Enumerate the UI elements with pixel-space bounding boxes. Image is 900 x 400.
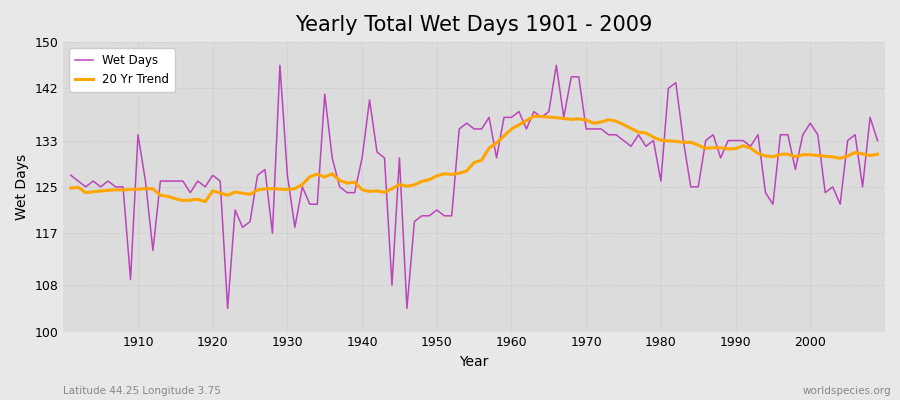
Wet Days: [611, 132, 622, 137]
Text: worldspecies.org: worldspecies.org: [803, 386, 891, 396]
20 Yr Trend: [342, 181, 353, 186]
Wet Days: [222, 306, 233, 311]
Y-axis label: Wet Days: Wet Days: [15, 154, 29, 220]
Wet Days: [304, 202, 315, 207]
Line: Wet Days: Wet Days: [71, 65, 878, 308]
Wet Days: [274, 63, 285, 68]
20 Yr Trend: [506, 126, 517, 131]
Wet Days: [125, 277, 136, 282]
Wet Days: [521, 126, 532, 131]
Line: 20 Yr Trend: 20 Yr Trend: [71, 116, 878, 202]
20 Yr Trend: [200, 199, 211, 204]
20 Yr Trend: [297, 182, 308, 187]
Text: Latitude 44.25 Longitude 3.75: Latitude 44.25 Longitude 3.75: [63, 386, 220, 396]
Wet Days: [349, 190, 360, 195]
20 Yr Trend: [528, 114, 539, 119]
Title: Yearly Total Wet Days 1901 - 2009: Yearly Total Wet Days 1901 - 2009: [295, 15, 652, 35]
Wet Days: [66, 173, 77, 178]
20 Yr Trend: [66, 186, 77, 190]
Legend: Wet Days, 20 Yr Trend: Wet Days, 20 Yr Trend: [69, 48, 176, 92]
20 Yr Trend: [514, 122, 525, 127]
X-axis label: Year: Year: [460, 355, 489, 369]
Wet Days: [514, 109, 525, 114]
Wet Days: [872, 138, 883, 143]
20 Yr Trend: [611, 119, 622, 124]
20 Yr Trend: [125, 187, 136, 192]
20 Yr Trend: [872, 152, 883, 157]
